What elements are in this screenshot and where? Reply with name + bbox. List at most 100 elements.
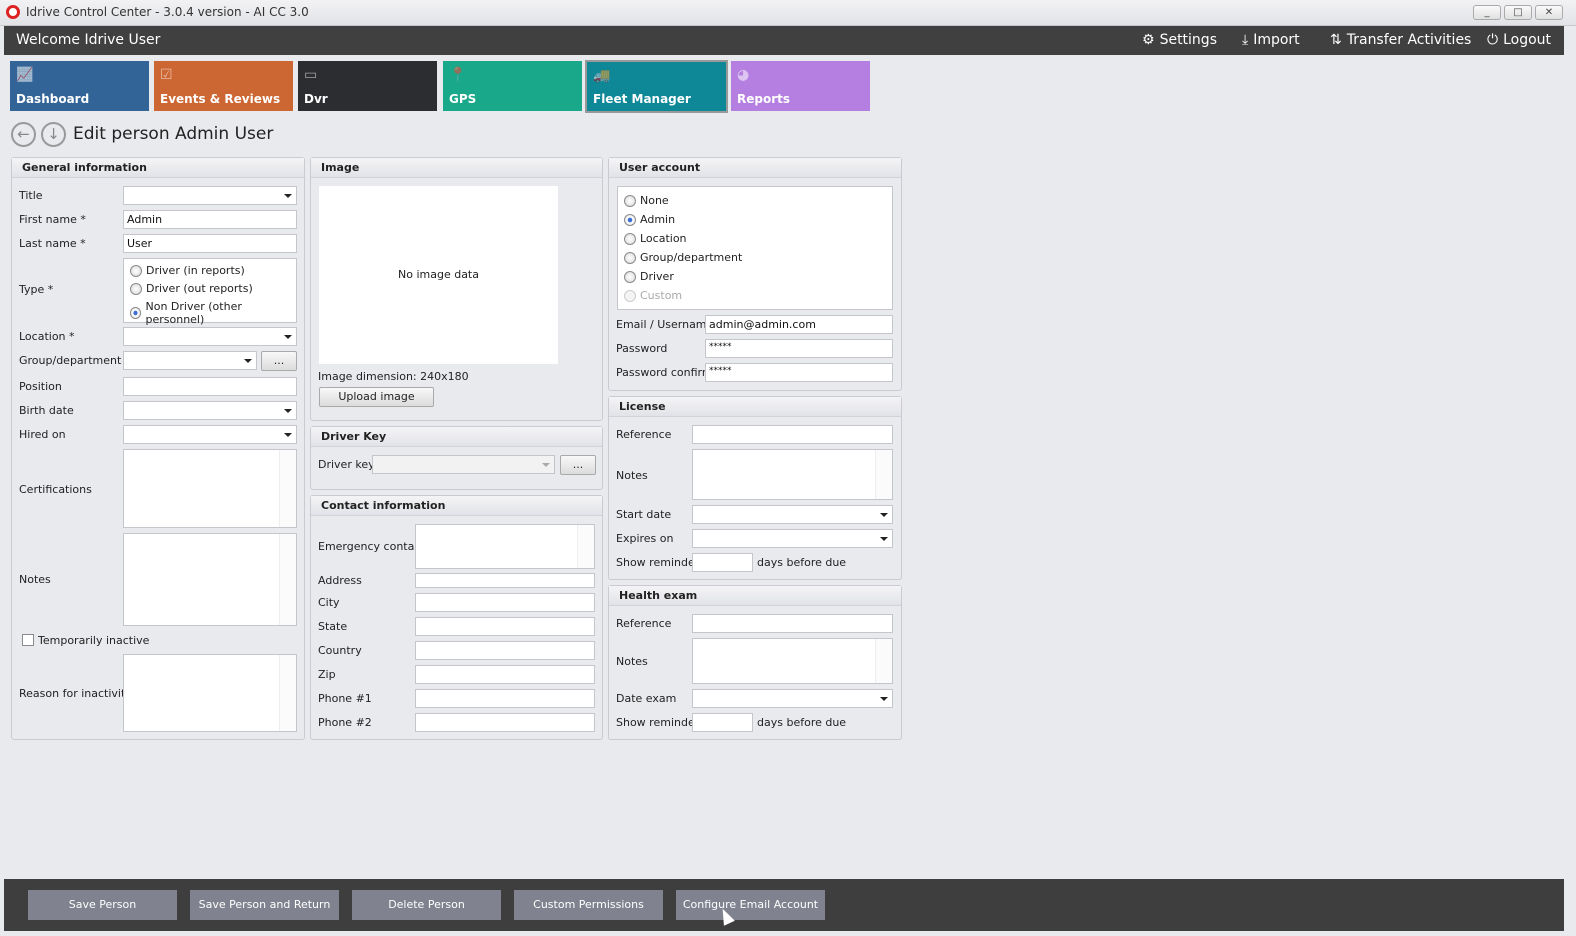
- emergency-contact-label: Emergency contact: [318, 540, 425, 553]
- header-bar: Welcome Idrive User ⚙ Settings ⤓ Import ⇅ T…: [4, 26, 1564, 55]
- tile-gps[interactable]: 📍 GPS: [443, 61, 582, 111]
- down-arrow-icon[interactable]: ↓: [41, 122, 66, 147]
- import-button[interactable]: ⤓ Import: [1242, 32, 1300, 48]
- role-radio-admin[interactable]: Admin: [624, 213, 675, 226]
- power-icon: ⏻: [1487, 32, 1499, 48]
- tile-dvr[interactable]: ▭ Dvr: [298, 61, 437, 111]
- start-date-picker[interactable]: [692, 505, 893, 524]
- hired-on-picker[interactable]: [123, 425, 297, 444]
- birth-date-picker[interactable]: [123, 401, 297, 420]
- location-dropdown[interactable]: [123, 327, 297, 346]
- type-radio-non-driver[interactable]: Non Driver (other personnel): [130, 300, 296, 326]
- driver-key-browse-button[interactable]: ...: [560, 455, 596, 475]
- radio-label: Group/department: [640, 251, 743, 264]
- minimize-button[interactable]: _: [1473, 5, 1501, 20]
- temporarily-inactive-checkbox[interactable]: [22, 634, 34, 646]
- general-information-panel: General information Title First name * A…: [11, 157, 305, 740]
- save-person-and-return-button[interactable]: Save Person and Return: [190, 890, 339, 920]
- close-button[interactable]: ✕: [1535, 5, 1563, 20]
- license-notes-textarea[interactable]: [692, 449, 893, 500]
- city-label: City: [318, 596, 340, 609]
- tile-reports[interactable]: ◕ Reports: [731, 61, 870, 111]
- type-radio-driver-in[interactable]: Driver (in reports): [130, 264, 245, 277]
- expires-on-picker[interactable]: [692, 529, 893, 548]
- email-input[interactable]: admin@admin.com: [705, 315, 893, 334]
- license-reminder-label: Show reminder: [616, 556, 700, 569]
- expires-on-label: Expires on: [616, 532, 674, 545]
- maximize-button[interactable]: □: [1504, 5, 1532, 20]
- transfer-activities-button[interactable]: ⇅ Transfer Activities: [1330, 32, 1471, 48]
- phone2-input[interactable]: [415, 713, 595, 732]
- custom-permissions-button[interactable]: Custom Permissions: [514, 890, 663, 920]
- emergency-contact-textarea[interactable]: [415, 524, 595, 569]
- role-radio-none[interactable]: None: [624, 194, 669, 207]
- address-input[interactable]: [415, 573, 595, 588]
- tile-events-reviews[interactable]: ☑ Events & Reviews: [154, 61, 293, 111]
- address-label: Address: [318, 574, 362, 587]
- password-confirm-label: Password confirm: [616, 366, 713, 379]
- settings-button[interactable]: ⚙ Settings: [1142, 32, 1217, 48]
- radio-label: Location: [640, 232, 687, 245]
- driver-key-dropdown[interactable]: [372, 455, 555, 474]
- password-label: Password: [616, 342, 668, 355]
- state-label: State: [318, 620, 348, 633]
- role-radio-group[interactable]: Group/department: [624, 251, 742, 264]
- password-input[interactable]: *****: [705, 339, 893, 358]
- save-person-button[interactable]: Save Person: [28, 890, 177, 920]
- logout-button[interactable]: ⏻ Logout: [1487, 32, 1551, 48]
- radio-icon: [624, 270, 636, 283]
- role-radio-driver[interactable]: Driver: [624, 270, 674, 283]
- delete-person-button[interactable]: Delete Person: [352, 890, 501, 920]
- temporarily-inactive-label: Temporarily inactive: [38, 634, 150, 647]
- image-dimension: Image dimension: 240x180: [318, 370, 469, 383]
- last-name-input[interactable]: User: [123, 234, 297, 253]
- state-input[interactable]: [415, 617, 595, 636]
- dvr-icon: ▭: [304, 67, 318, 83]
- email-label: Email / Username: [616, 318, 714, 331]
- country-input[interactable]: [415, 641, 595, 660]
- download-icon: ⤓: [1242, 32, 1249, 48]
- image-preview: No image data: [319, 186, 558, 364]
- health-exam-panel: Health exam Reference Notes Date exam Sh…: [608, 585, 902, 740]
- date-exam-picker[interactable]: [692, 689, 893, 708]
- upload-image-button[interactable]: Upload image: [319, 387, 434, 407]
- position-input[interactable]: [123, 377, 297, 396]
- transfer-icon: ⇅: [1330, 32, 1342, 48]
- back-arrow-icon[interactable]: ←: [11, 122, 36, 147]
- group-dropdown[interactable]: [123, 351, 257, 370]
- license-reminder-input[interactable]: [692, 553, 753, 572]
- birth-date-label: Birth date: [19, 404, 74, 417]
- health-reminder-input[interactable]: [692, 713, 753, 732]
- logout-label: Logout: [1503, 32, 1552, 48]
- settings-label: Settings: [1159, 32, 1217, 48]
- last-name-label: Last name *: [19, 237, 86, 250]
- role-radio-location[interactable]: Location: [624, 232, 687, 245]
- group-browse-button[interactable]: ...: [261, 351, 297, 371]
- tile-fleet-manager[interactable]: 🚚 Fleet Manager: [585, 60, 728, 113]
- radio-icon: [130, 282, 142, 295]
- health-reference-input[interactable]: [692, 614, 893, 633]
- health-notes-textarea[interactable]: [692, 638, 893, 684]
- phone1-input[interactable]: [415, 689, 595, 708]
- chart-icon: 📈: [16, 67, 34, 83]
- certifications-textarea[interactable]: [123, 449, 297, 528]
- group-label: Group/department: [19, 354, 122, 367]
- radio-icon: [624, 289, 636, 302]
- tile-dashboard[interactable]: 📈 Dashboard: [10, 61, 149, 111]
- city-input[interactable]: [415, 593, 595, 612]
- driver-key-label: Driver key: [318, 458, 375, 471]
- zip-input[interactable]: [415, 665, 595, 684]
- notes-textarea[interactable]: [123, 533, 297, 626]
- license-reference-input[interactable]: [692, 425, 893, 444]
- radio-selected-icon: [624, 213, 636, 226]
- trucks-icon: 🚚: [593, 68, 611, 84]
- panel-header: Contact information: [311, 496, 602, 516]
- reason-textarea[interactable]: [123, 654, 297, 732]
- configure-email-account-button[interactable]: Configure Email Account: [676, 890, 825, 920]
- type-radio-driver-out[interactable]: Driver (out reports): [130, 282, 253, 295]
- password-confirm-input[interactable]: *****: [705, 363, 893, 382]
- first-name-input[interactable]: Admin: [123, 210, 297, 229]
- certifications-label: Certifications: [19, 483, 92, 496]
- title-dropdown[interactable]: [123, 186, 297, 205]
- start-date-label: Start date: [616, 508, 672, 521]
